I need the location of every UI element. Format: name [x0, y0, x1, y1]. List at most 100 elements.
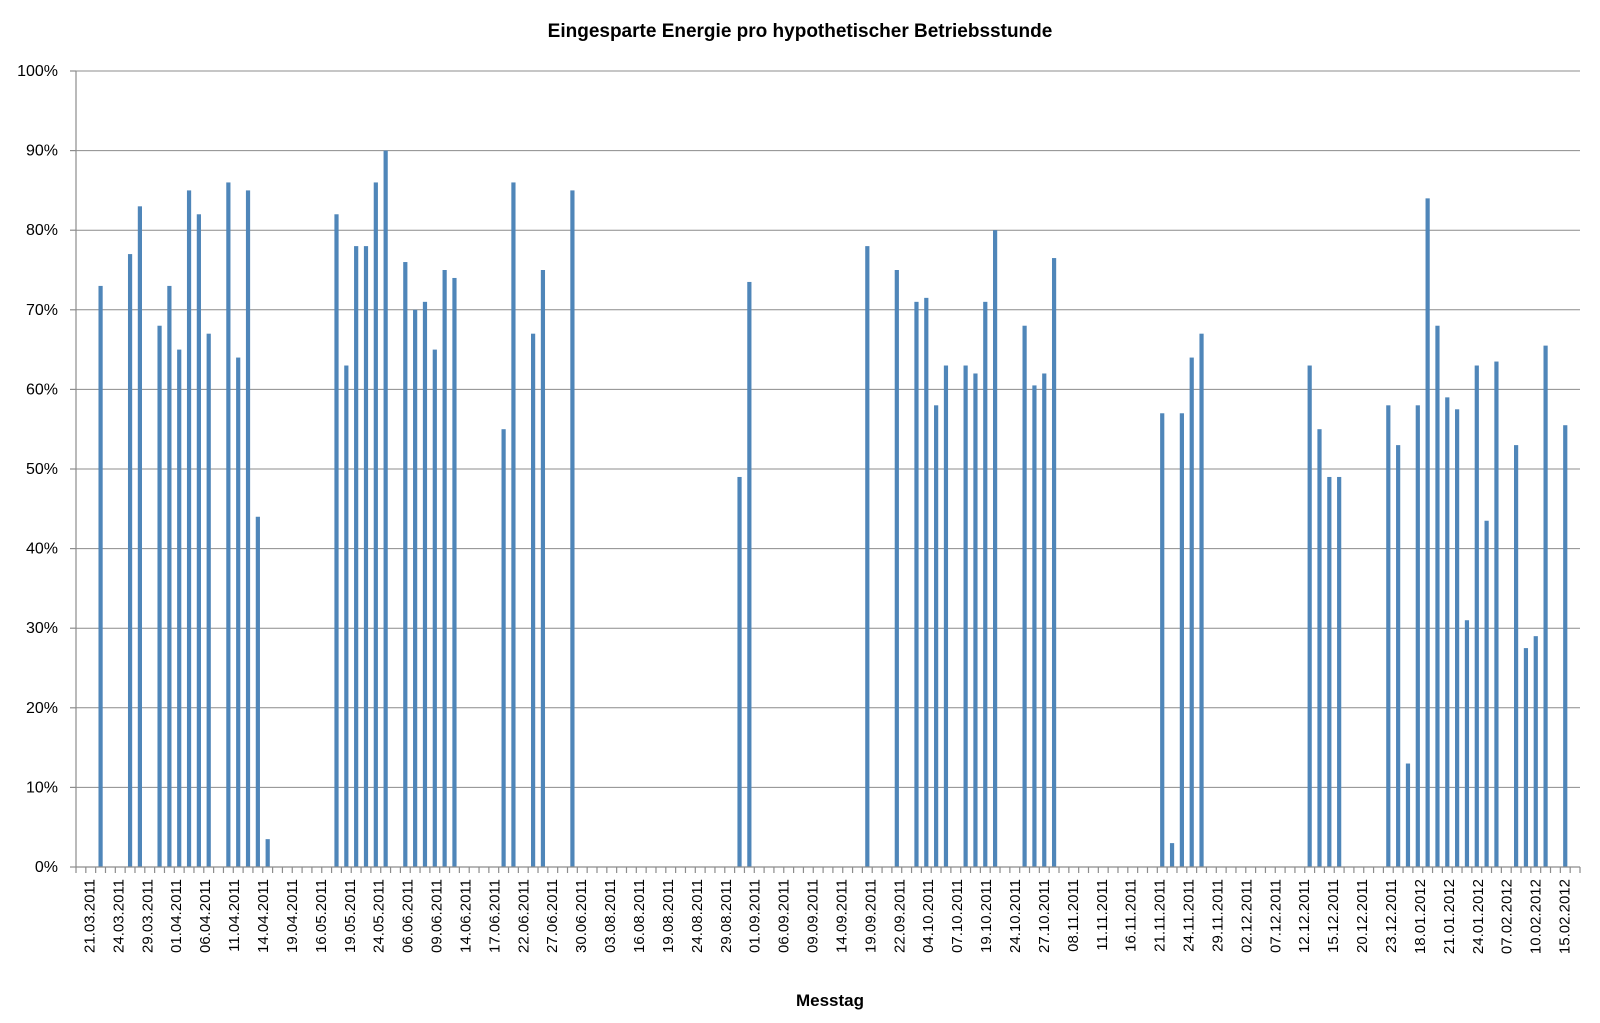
- bar: [334, 214, 339, 867]
- y-tick-label: 60%: [26, 381, 58, 398]
- x-tick-label: 16.08.2011: [631, 879, 648, 953]
- bar: [206, 333, 211, 867]
- bar: [137, 206, 142, 867]
- bar: [452, 277, 457, 868]
- bar: [1051, 258, 1057, 867]
- bar: [1337, 476, 1342, 867]
- x-tick-label: 19.08.2011: [660, 879, 677, 953]
- bar: [1307, 365, 1312, 867]
- x-tick-label: 11.11.2011: [1094, 879, 1111, 951]
- y-tick-label: 100%: [17, 63, 58, 80]
- bar: [403, 262, 408, 867]
- bar: [1396, 445, 1401, 867]
- x-tick-label: 15.02.2012: [1557, 879, 1574, 954]
- x-tick-label: 06.09.2011: [776, 879, 793, 953]
- x-tick-label: 19.09.2011: [862, 879, 879, 953]
- x-tick-label: 06.04.2011: [197, 879, 214, 953]
- bar: [1317, 429, 1322, 867]
- bar: [167, 285, 172, 867]
- bar: [943, 365, 949, 867]
- x-tick-label: 24.10.2011: [1007, 879, 1024, 953]
- bar: [1189, 357, 1194, 867]
- bar: [196, 214, 201, 867]
- y-tick-label: 80%: [26, 222, 58, 239]
- x-tick-label: 24.11.2011: [1181, 879, 1198, 952]
- bar: [413, 309, 418, 867]
- bar: [422, 301, 428, 868]
- bar: [963, 365, 968, 867]
- x-tick-label: 10.02.2012: [1528, 879, 1545, 954]
- bar: [747, 281, 752, 867]
- x-tick-label: 06.06.2011: [400, 879, 417, 953]
- x-tick-label: 09.09.2011: [805, 879, 822, 953]
- bar: [1563, 425, 1568, 867]
- axes: [75, 71, 1581, 873]
- bar: [1484, 520, 1489, 867]
- bar: [127, 254, 133, 867]
- x-tick-label: 01.09.2011: [747, 879, 764, 953]
- x-tick-label: 03.08.2011: [602, 879, 619, 953]
- x-tick-label: 30.06.2011: [573, 879, 590, 953]
- bar: [570, 190, 575, 867]
- x-tick-label: 24.08.2011: [689, 879, 706, 953]
- x-tick-label: 14.06.2011: [457, 879, 474, 953]
- bar: [236, 357, 241, 867]
- bar: [265, 839, 270, 867]
- y-tick-label: 70%: [26, 302, 58, 319]
- x-tick-label: 29.11.2011: [1209, 879, 1226, 952]
- y-tick-label: 50%: [26, 461, 58, 478]
- x-tick-label: 16.05.2011: [313, 879, 330, 953]
- bar: [865, 246, 870, 867]
- bar: [157, 325, 162, 868]
- bar: [373, 182, 378, 867]
- bar: [1533, 636, 1538, 867]
- bar: [1543, 345, 1548, 867]
- x-tick-label: 14.04.2011: [255, 879, 272, 953]
- bar: [1474, 365, 1479, 867]
- y-tick-label: 0%: [35, 859, 58, 876]
- x-tick-label: 24.05.2011: [371, 879, 388, 953]
- bar: [501, 429, 506, 867]
- gridlines: [76, 70, 1580, 788]
- y-tick-label: 90%: [26, 143, 58, 160]
- x-tick-label: 20.12.2011: [1354, 879, 1371, 953]
- bar: [1199, 333, 1204, 867]
- x-tick-label: 09.06.2011: [429, 879, 446, 953]
- bar: [1386, 405, 1391, 867]
- x-tick-label: 01.04.2011: [168, 879, 185, 953]
- y-tick-label: 30%: [26, 620, 58, 637]
- bar: [98, 285, 103, 867]
- bar: [511, 182, 516, 867]
- bar: [1169, 843, 1175, 867]
- bar: [354, 246, 359, 867]
- x-tick-label: 19.10.2011: [978, 879, 995, 953]
- bar: [1042, 373, 1047, 867]
- chart-title: Eingesparte Energie pro hypothetischer B…: [548, 21, 1053, 42]
- bar: [363, 246, 369, 867]
- x-tick-label: 14.09.2011: [833, 879, 850, 953]
- bar: [993, 230, 998, 867]
- x-tick-label: 11.04.2011: [226, 879, 243, 952]
- bar: [1435, 325, 1440, 868]
- bar: [255, 516, 260, 867]
- bar: [383, 150, 388, 868]
- x-tick-labels: 21.03.2011 24.03.2011 29.03.2011 01.04.2011…: [81, 879, 1573, 954]
- bar: [540, 270, 546, 867]
- x-tick-label: 23.12.2011: [1383, 879, 1400, 953]
- x-tick-label: 21.01.2012: [1441, 879, 1458, 954]
- bar: [934, 405, 939, 867]
- bar: [245, 190, 251, 867]
- x-tick-label: 22.06.2011: [515, 879, 532, 953]
- bar: [914, 301, 919, 868]
- bar: [973, 373, 978, 867]
- bar: [1405, 763, 1411, 867]
- bar: [1160, 413, 1165, 867]
- x-tick-label: 12.12.2011: [1296, 879, 1313, 953]
- x-tick-label: 19.05.2011: [342, 879, 359, 953]
- bar: [983, 301, 988, 868]
- bars: [98, 150, 1568, 868]
- x-tick-label: 27.10.2011: [1036, 879, 1053, 953]
- bar: [344, 365, 349, 867]
- x-tick-label: 21.11.2011: [1152, 879, 1169, 952]
